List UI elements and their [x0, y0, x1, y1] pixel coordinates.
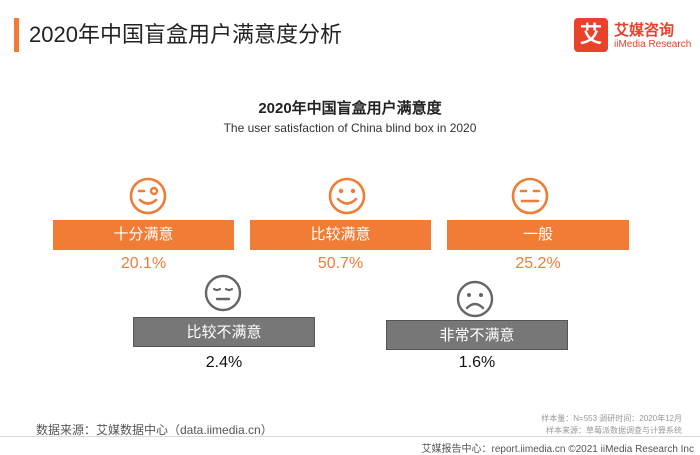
category-bar-dissatisfied: 比较不满意: [133, 317, 315, 347]
smile-face-icon: [327, 176, 367, 216]
page-title: 2020年中国盲盒用户满意度分析: [29, 22, 342, 47]
data-source: 数据来源：艾媒数据中心（data.iimedia.cn）: [36, 423, 273, 437]
value-label-satisfied: 50.7%: [317, 255, 364, 272]
category-bar-neutral: 一般: [447, 220, 629, 250]
chart-subtitle: The user satisfaction of China blind box…: [223, 121, 477, 135]
wink-face-icon: [128, 176, 168, 216]
footer-divider: [0, 436, 700, 437]
copyright: 艾媒报告中心：report.iimedia.cn ©2021 iiMedia R…: [421, 444, 694, 455]
value-label-dissatisfied: 2.4%: [205, 354, 243, 371]
sample-info: 样本量：N=553 调研时间：2020年12月: [541, 414, 682, 423]
category-bar-very-satisfied: 十分满意: [53, 220, 234, 250]
value-label-very-dissatisfied: 1.6%: [458, 354, 496, 371]
logo-mark: 艾: [574, 18, 608, 52]
frown-face-icon: [455, 279, 495, 319]
value-label-very-satisfied: 20.1%: [120, 255, 167, 272]
header-accent-bar: [14, 18, 19, 52]
neutral-face-icon: [510, 176, 550, 216]
sample-origin: 样本来源：草莓派数据调查与计算系统: [546, 426, 682, 435]
chart-title: 2020年中国盲盒用户满意度: [258, 100, 442, 117]
sleepy-face-icon: [203, 273, 243, 313]
category-bar-satisfied: 比较满意: [250, 220, 431, 250]
logo-name-cn: 艾媒咨询: [614, 22, 675, 39]
logo-name-en: iiMedia Research: [614, 39, 692, 50]
category-bar-very-dissatisfied: 非常不满意: [386, 320, 568, 350]
value-label-neutral: 25.2%: [515, 255, 561, 272]
brand-logo: 艾 艾媒咨询 iiMedia Research: [574, 18, 694, 58]
